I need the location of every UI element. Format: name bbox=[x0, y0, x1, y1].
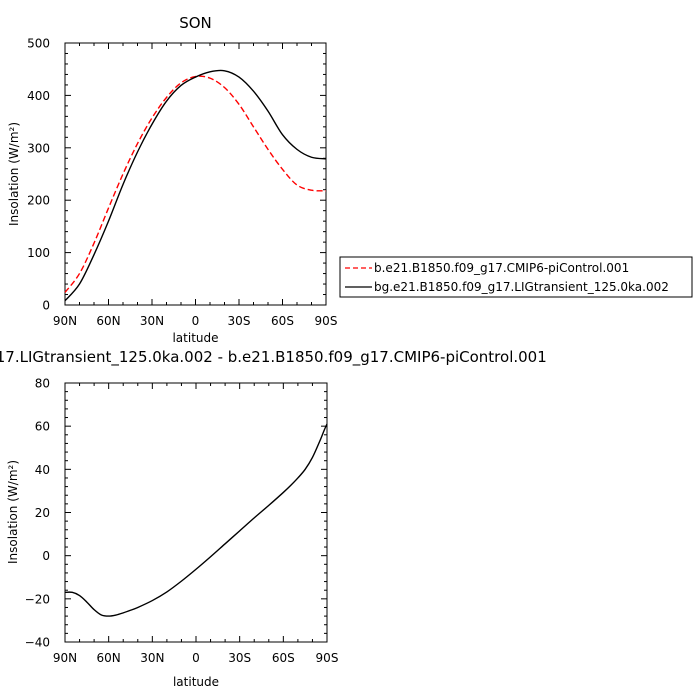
top-x-tick-label: 60S bbox=[271, 314, 294, 328]
bottom-y-tick-label: −20 bbox=[25, 592, 50, 606]
top-y-tick-label: 500 bbox=[27, 37, 50, 51]
legend-label-picontrol: b.e21.B1850.f09_g17.CMIP6-piControl.001 bbox=[374, 261, 629, 275]
top-y-tick-label: 400 bbox=[27, 89, 50, 103]
bottom-series-line-0 bbox=[64, 423, 328, 617]
bottom-chart-title: bg.e21.B1850.f09_g17.LIGtransient_125.0k… bbox=[0, 348, 547, 367]
bottom-x-tick-label: 60N bbox=[97, 651, 121, 665]
bottom-plot-frame bbox=[64, 382, 328, 643]
top-x-tick-label: 60N bbox=[96, 314, 120, 328]
bottom-x-tick-label: 30N bbox=[140, 651, 164, 665]
bottom-panel: bg.e21.B1850.f09_g17.LIGtransient_125.0k… bbox=[0, 348, 547, 689]
bottom-x-tick-label: 90N bbox=[53, 651, 77, 665]
legend-box bbox=[339, 256, 693, 298]
top-x-axis-label: latitude bbox=[172, 331, 218, 345]
legend: b.e21.B1850.f09_g17.CMIP6-piControl.001 … bbox=[339, 256, 693, 298]
bottom-y-tick-label: 60 bbox=[35, 420, 50, 434]
bottom-x-axis-label: latitude bbox=[173, 675, 219, 689]
top-panel: SON 90N 60N 30N 0 30S 60S 90S0100200300400500 … bbox=[7, 14, 337, 345]
bottom-x-tick-label: 90S bbox=[316, 651, 339, 665]
top-y-tick-label: 200 bbox=[27, 194, 50, 208]
bottom-y-tick-label: 40 bbox=[35, 463, 50, 477]
legend-label-ligtransient: bg.e21.B1850.f09_g17.LIGtransient_125.0k… bbox=[374, 280, 669, 294]
bottom-y-tick-label: 0 bbox=[42, 549, 50, 563]
top-x-tick-label: 30N bbox=[140, 314, 164, 328]
bottom-y-axis-label: Insolation (W/m²) bbox=[6, 460, 20, 564]
top-y-tick-label: 300 bbox=[27, 141, 50, 155]
bottom-y-tick-label: 80 bbox=[35, 377, 50, 391]
bottom-y-tick-label: −40 bbox=[25, 636, 50, 650]
bottom-x-tick-label: 60S bbox=[272, 651, 295, 665]
bottom-y-tick-label: 20 bbox=[35, 506, 50, 520]
top-chart-title: SON bbox=[179, 14, 212, 32]
top-series-line-0 bbox=[64, 75, 327, 293]
top-x-tick-label: 90S bbox=[315, 314, 338, 328]
top-series-line-1 bbox=[64, 69, 327, 302]
top-x-tick-label: 30S bbox=[228, 314, 251, 328]
top-x-tick-label: 90N bbox=[53, 314, 77, 328]
top-y-tick-label: 100 bbox=[27, 246, 50, 260]
top-y-axis-label: Insolation (W/m²) bbox=[7, 122, 21, 226]
top-y-tick-label: 0 bbox=[42, 299, 50, 313]
bottom-x-tick-label: 0 bbox=[192, 651, 200, 665]
top-x-tick-label: 0 bbox=[192, 314, 200, 328]
bottom-x-tick-label: 30S bbox=[228, 651, 251, 665]
